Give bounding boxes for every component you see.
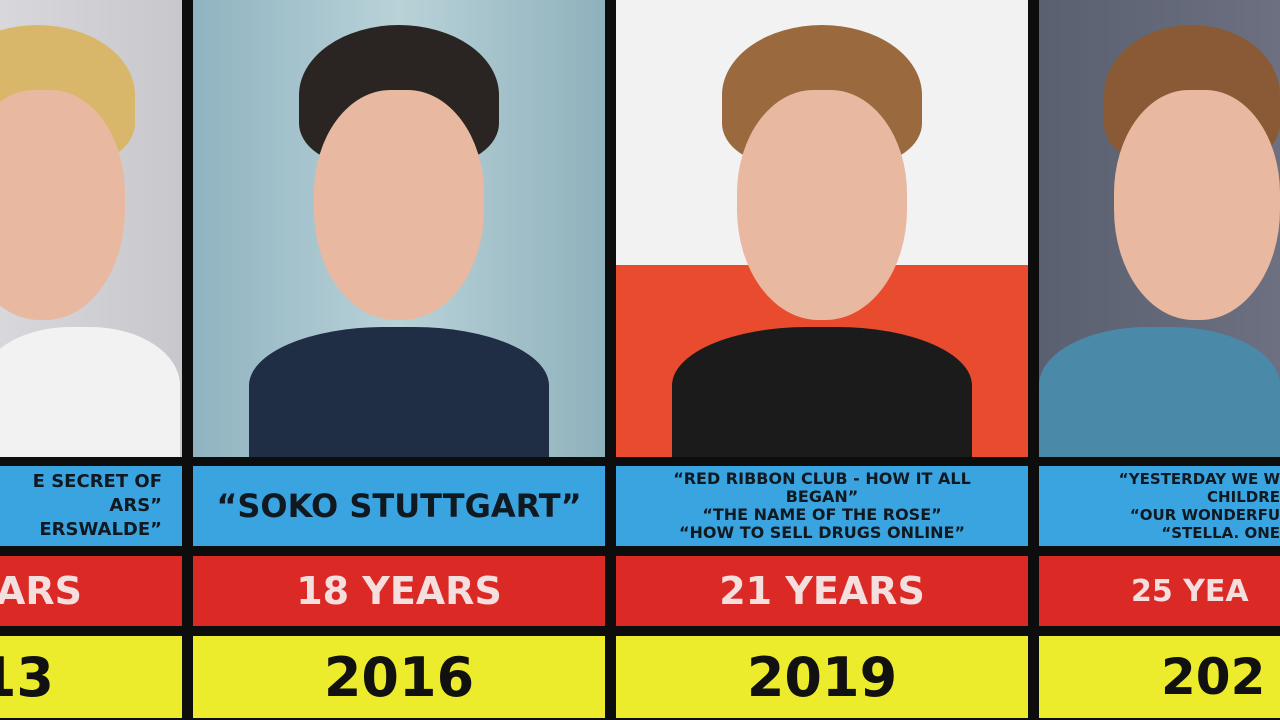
- year-label: 2019: [746, 645, 898, 709]
- role-line: BEGAN”: [785, 487, 859, 506]
- year-band: 2019: [616, 636, 1028, 718]
- roles-band: E SECRET OF ARS” ERSWALDE”: [0, 466, 182, 546]
- role-line: “HOW TO SELL DRUGS ONLINE”: [678, 523, 965, 542]
- age-band: ARS: [0, 556, 182, 626]
- year-band: 13: [0, 636, 182, 718]
- age-label: ARS: [0, 569, 82, 613]
- age-label: 25 YEA: [1131, 573, 1249, 609]
- roles-band: “SOKO STUTTGART”: [193, 466, 605, 546]
- age-band: 21 YEARS: [616, 556, 1028, 626]
- role-line: “THE NAME OF THE ROSE”: [702, 505, 942, 524]
- role-line: “OUR WONDERFU: [1129, 506, 1280, 524]
- roles-band: “YESTERDAY WE W CHILDRE “OUR WONDERFU “S…: [1039, 466, 1280, 546]
- role-line: “STELLA. ONE: [1161, 524, 1280, 542]
- role-line: “RED RIBBON CLUB - HOW IT ALL: [673, 469, 971, 488]
- year-band: 202: [1039, 636, 1280, 718]
- role-line: CHILDRE: [1207, 488, 1280, 506]
- photo: [1039, 0, 1280, 457]
- photo: [193, 0, 605, 457]
- photo: [616, 0, 1028, 457]
- age-label: 21 YEARS: [719, 569, 925, 613]
- year-label: 202: [1161, 648, 1266, 706]
- timeline-card-3: “RED RIBBON CLUB - HOW IT ALL BEGAN” “TH…: [616, 0, 1028, 720]
- age-label: 18 YEARS: [296, 569, 502, 613]
- timeline-card-2: “SOKO STUTTGART” 18 YEARS 2016: [193, 0, 605, 720]
- year-label: 2016: [323, 645, 475, 709]
- role-line: “YESTERDAY WE W: [1118, 470, 1280, 488]
- age-band: 25 YEA: [1039, 556, 1280, 626]
- timeline-card-4: “YESTERDAY WE W CHILDRE “OUR WONDERFU “S…: [1039, 0, 1280, 720]
- photo: [0, 0, 182, 457]
- year-band: 2016: [193, 636, 605, 718]
- year-label: 13: [0, 645, 54, 709]
- role-line: ERSWALDE”: [39, 519, 162, 540]
- age-band: 18 YEARS: [193, 556, 605, 626]
- roles-band: “RED RIBBON CLUB - HOW IT ALL BEGAN” “TH…: [616, 466, 1028, 546]
- role-line: ARS”: [109, 495, 162, 516]
- role-line: E SECRET OF: [32, 471, 162, 492]
- role-line: “SOKO STUTTGART”: [216, 487, 582, 525]
- timeline-card-1: E SECRET OF ARS” ERSWALDE” ARS 13: [0, 0, 182, 720]
